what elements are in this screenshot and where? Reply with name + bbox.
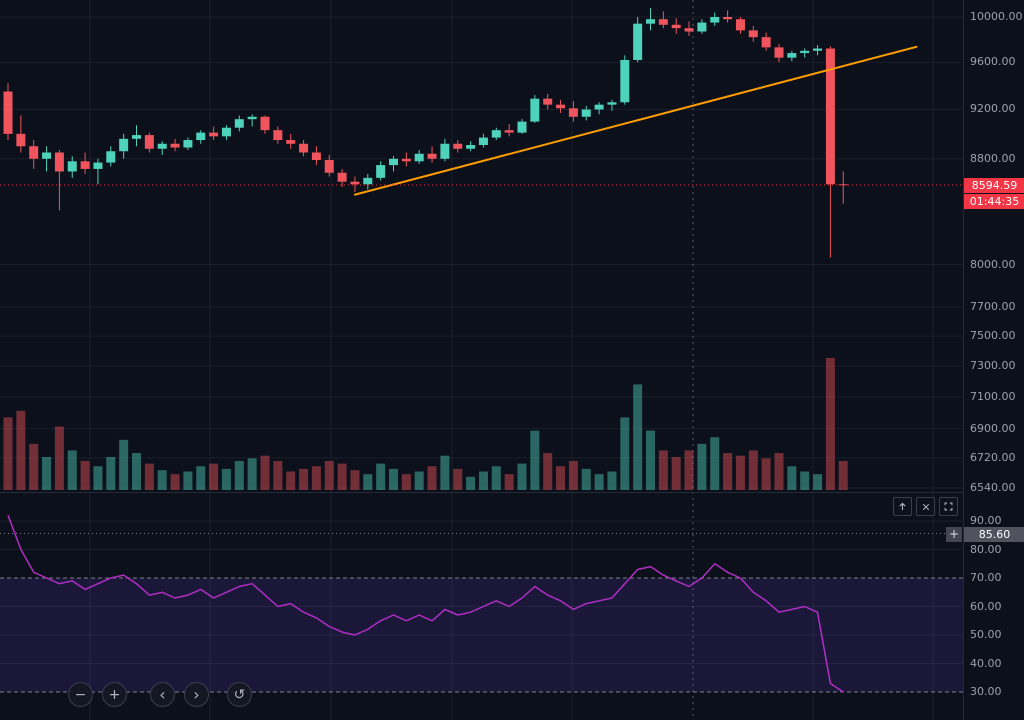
axis-label: 60.00 — [970, 599, 1002, 613]
close-pane-button[interactable] — [916, 497, 935, 516]
rsi-pane-controls — [893, 497, 958, 516]
axis-label: 7500.00 — [970, 329, 1016, 343]
reset-chart-button[interactable]: ↺ — [227, 682, 252, 707]
scroll-right-button[interactable]: › — [184, 682, 209, 707]
price-axis[interactable]: 8594.59 01:44:35 85.60 10000.00 9600.00 92… — [963, 0, 1024, 720]
rsi-chart-canvas[interactable] — [0, 492, 963, 720]
plus-icon: + — [948, 527, 960, 542]
axis-label: 8000.00 — [970, 257, 1016, 271]
price-chart-canvas[interactable] — [0, 0, 963, 492]
zoom-out-button[interactable]: − — [68, 682, 93, 707]
reset-icon: ↺ — [233, 686, 246, 703]
chevron-left-icon: ‹ — [159, 684, 166, 704]
axis-label: 6540.00 — [970, 481, 1016, 494]
chart-nav-controls: − + ‹ › ↺ — [68, 682, 252, 707]
axis-label: 7100.00 — [970, 389, 1016, 403]
plus-icon: + — [108, 686, 121, 703]
axis-label: 50.00 — [970, 628, 1002, 641]
last-price-tag: 8594.59 — [964, 177, 1024, 193]
add-alert-button[interactable]: + — [946, 526, 962, 542]
axis-label: 90.00 — [970, 514, 1002, 527]
minus-icon: − — [74, 686, 87, 703]
maximize-pane-button[interactable] — [939, 497, 958, 516]
axis-label: 80.00 — [970, 542, 1002, 556]
move-pane-up-button[interactable] — [893, 497, 912, 516]
axis-label: 40.00 — [970, 656, 1002, 670]
axis-label: 7700.00 — [970, 299, 1016, 313]
scroll-left-button[interactable]: ‹ — [150, 682, 175, 707]
pane-separator[interactable] — [0, 492, 1024, 493]
rsi-hover-value-tag: 85.60 — [964, 526, 1024, 542]
axis-label: 7300.00 — [970, 359, 1016, 373]
close-icon — [922, 503, 929, 510]
axis-label: 8800.00 — [970, 151, 1016, 165]
axis-label: 9600.00 — [970, 55, 1016, 69]
chevron-right-icon: › — [193, 684, 200, 704]
arrow-up-icon — [899, 502, 906, 510]
bar-countdown-tag: 01:44:35 — [964, 193, 1024, 209]
axis-label: 9200.00 — [970, 102, 1016, 116]
axis-label: 6720.00 — [970, 450, 1016, 464]
axis-label: 6900.00 — [970, 421, 1016, 435]
zoom-in-button[interactable]: + — [102, 682, 127, 707]
maximize-icon — [944, 502, 953, 511]
axis-label: 10000.00 — [970, 10, 1023, 23]
axis-label: 70.00 — [970, 571, 1002, 584]
axis-label: 30.00 — [970, 685, 1002, 698]
